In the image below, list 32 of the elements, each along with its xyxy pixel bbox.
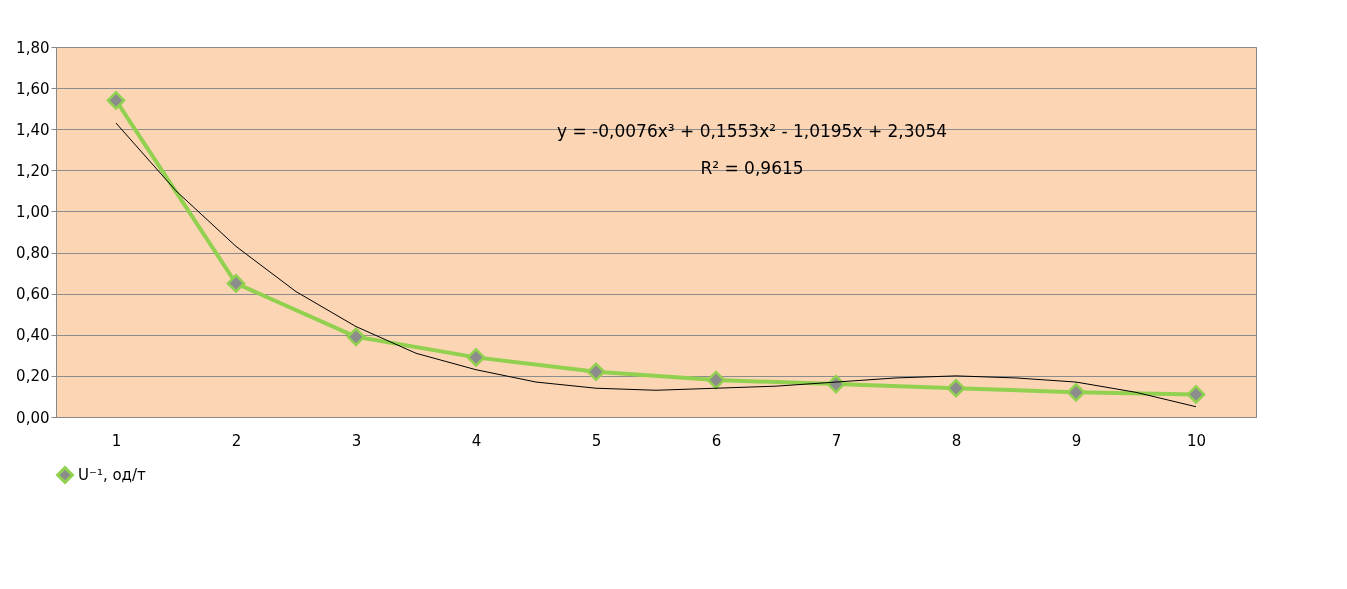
point [106,91,126,110]
y-tick-label: 1,40 [16,120,50,139]
legend-label: U⁻¹, од/т [78,466,147,484]
point [946,378,966,398]
annotation: y = -0,0076x³ + 0,1553x² - 1,0195x + 2,3054 [556,121,948,141]
y-tick-label: 1,80 [16,38,50,57]
point [466,348,486,367]
point [706,370,726,390]
y-tick-label: 0,60 [16,285,50,304]
point [1186,385,1206,404]
point [226,274,246,293]
y-tick-label: 1,60 [16,79,50,98]
y-tick-label: 0,20 [16,367,50,386]
annotation: R² = 0,9615 [700,158,804,178]
x-tick-label: 9 [1071,431,1082,450]
point [586,362,606,382]
x-tick-label: 3 [351,431,362,450]
x-tick-label: 8 [951,431,962,450]
x-tick-label: 10 [1186,431,1207,450]
point [346,327,366,347]
x-tick-label: 5 [591,431,602,450]
y-tick-label: 0,00 [16,408,50,427]
x-tick-label: 2 [231,431,242,450]
y-tick-label: 1,00 [16,202,50,221]
x-tick-label: 1 [111,431,122,450]
y-tick-label: 0,80 [16,244,50,263]
y-tick-label: 0,40 [16,326,50,345]
x-tick-label: 7 [831,431,842,450]
x-tick-label: 6 [711,431,722,450]
x-tick-label: 4 [471,431,482,450]
y-tick-label: 1,20 [16,161,50,180]
point [1066,383,1086,402]
